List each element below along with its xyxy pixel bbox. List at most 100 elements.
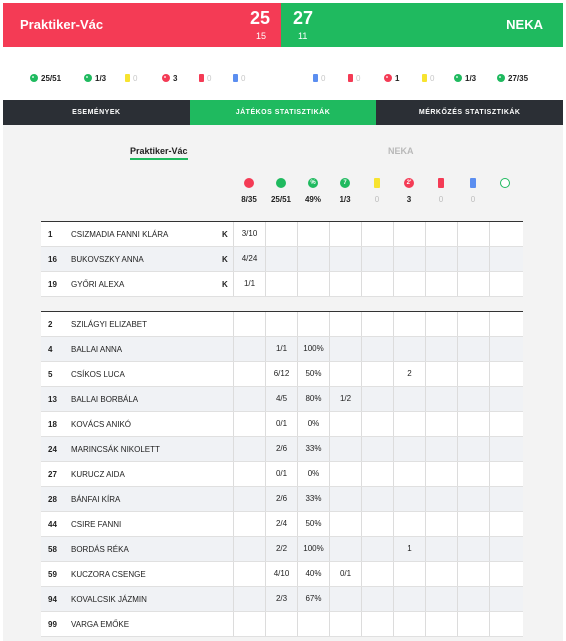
stat-cell <box>489 587 521 611</box>
total-shots: 25/51 <box>270 195 292 204</box>
stat-cell <box>329 437 361 461</box>
stat-cell <box>329 412 361 436</box>
stat-cell: 0/1 <box>265 462 297 486</box>
stat-cell: 0% <box>297 462 329 486</box>
player-name: BÁNFAI KÍRA <box>71 495 121 504</box>
home-team-panel: Praktiker-Vác 25 15 <box>3 3 281 47</box>
yellow-card-column-icon <box>371 178 383 188</box>
tab-match-stats[interactable]: MÉRKŐZÉS STATISZTIKÁK <box>376 100 564 125</box>
team-switch-home[interactable]: Praktiker-Vác <box>130 146 188 160</box>
stat-cell <box>329 512 361 536</box>
player-number: 44 <box>48 520 57 529</box>
player-name: KURUCZ AIDA <box>71 470 125 479</box>
player-number: 19 <box>48 280 57 289</box>
clock-icon <box>500 178 510 188</box>
ball-green-icon <box>30 74 38 82</box>
stat-cell <box>489 312 521 336</box>
time-column-icon <box>499 178 511 188</box>
stat-cell <box>425 437 457 461</box>
stat-cell <box>297 312 329 336</box>
table-row: 18 KOVÁCS ANIKÓ 0/1 0% <box>41 412 523 437</box>
stat-cell <box>457 562 489 586</box>
shots-column-icon <box>275 178 287 188</box>
stat-cell <box>329 487 361 511</box>
stat-cell <box>233 537 265 561</box>
player-number: 99 <box>48 620 57 629</box>
stat-cell <box>393 247 425 271</box>
player-number: 2 <box>48 320 53 329</box>
table-row: 13 BALLAI BORBÁLA 4/5 80% 1/2 <box>41 387 523 412</box>
away-team-panel: 27 11 NEKA <box>281 3 563 47</box>
stat-cell: 67% <box>297 587 329 611</box>
two-minute-icon: 2' <box>404 178 414 188</box>
stat-cell: 33% <box>297 487 329 511</box>
stat-cell <box>233 462 265 486</box>
player-name: BORDÁS RÉKA <box>71 545 129 554</box>
stat-cell <box>393 562 425 586</box>
player-name: VARGA EMŐKE <box>71 620 130 629</box>
stat-cell: 0/1 <box>329 562 361 586</box>
stat-cell <box>489 562 521 586</box>
home-red-summary: 0 <box>199 72 211 84</box>
player-number: 94 <box>48 595 57 604</box>
stat-cell <box>489 387 521 411</box>
tab-events[interactable]: ESEMÉNYEK <box>3 100 190 125</box>
stat-cell <box>457 612 489 636</box>
total-seven-meter: 1/3 <box>339 195 351 204</box>
home-seven-meter-summary: 1/3 <box>84 72 106 84</box>
stat-cell <box>393 462 425 486</box>
stat-cell <box>393 412 425 436</box>
stat-cell <box>393 312 425 336</box>
stat-cell: 4/5 <box>265 387 297 411</box>
red-card-column-icon <box>435 178 447 188</box>
table-row: 94 KOVALCSIK JÁZMIN 2/3 67% <box>41 587 523 612</box>
blue-card-icon <box>470 178 476 188</box>
player-name: CSIZMADIA FANNI KLÁRA <box>71 230 169 239</box>
total-gk-saves: 8/35 <box>241 195 257 204</box>
stat-cell <box>457 362 489 386</box>
stat-cell <box>393 612 425 636</box>
stat-cell <box>489 412 521 436</box>
stat-cell <box>329 612 361 636</box>
goalkeeper-badge: K <box>222 280 228 289</box>
away-seven-meter-summary: 1/3 <box>454 72 476 84</box>
stat-cell <box>233 587 265 611</box>
stat-cell <box>425 512 457 536</box>
stat-cell: 2/2 <box>265 537 297 561</box>
scoreboard: Praktiker-Vác 25 15 27 11 NEKA <box>3 3 563 47</box>
stat-cell <box>233 437 265 461</box>
seven-meter-column-icon: 7 <box>339 178 351 188</box>
stat-cell <box>489 537 521 561</box>
stat-cell <box>425 362 457 386</box>
seven-meter-icon: 7 <box>340 178 350 188</box>
home-score: 25 <box>249 8 270 28</box>
stat-cell: 50% <box>297 512 329 536</box>
blue-card-column-icon <box>467 178 479 188</box>
stat-cell <box>233 387 265 411</box>
team-switch-away[interactable]: NEKA <box>388 146 414 156</box>
stat-cell <box>457 487 489 511</box>
tab-player-stats[interactable]: JÁTÉKOS STATISZTIKÁK <box>189 100 377 125</box>
stat-cell <box>329 337 361 361</box>
seven-meter-green-icon <box>84 74 92 82</box>
home-team-name: Praktiker-Vác <box>20 17 104 32</box>
goalkeeper-badge: K <box>222 255 228 264</box>
player-name: KOVÁCS ANIKÓ <box>71 420 132 429</box>
stat-cell <box>265 222 297 246</box>
away-goals-summary: 27/35 <box>497 72 528 84</box>
team-switch: Praktiker-Vác NEKA <box>0 146 566 160</box>
total-red: 0 <box>438 195 444 204</box>
stat-cell <box>361 337 393 361</box>
player-number: 58 <box>48 545 57 554</box>
stat-cell <box>233 612 265 636</box>
table-row: 2 SZILÁGYI ELIZABET <box>41 312 523 337</box>
yellow-card-icon <box>422 74 427 82</box>
yellow-card-icon <box>125 74 130 82</box>
player-number: 5 <box>48 370 53 379</box>
summary-stats: 25/51 1/3 0 3 0 0 0 0 1 0 1/3 27/35 <box>0 72 566 84</box>
stat-cell <box>329 247 361 271</box>
player-name: KOVALCSIK JÁZMIN <box>71 595 147 604</box>
player-number: 27 <box>48 470 57 479</box>
stat-cell <box>393 387 425 411</box>
stat-cell <box>329 362 361 386</box>
